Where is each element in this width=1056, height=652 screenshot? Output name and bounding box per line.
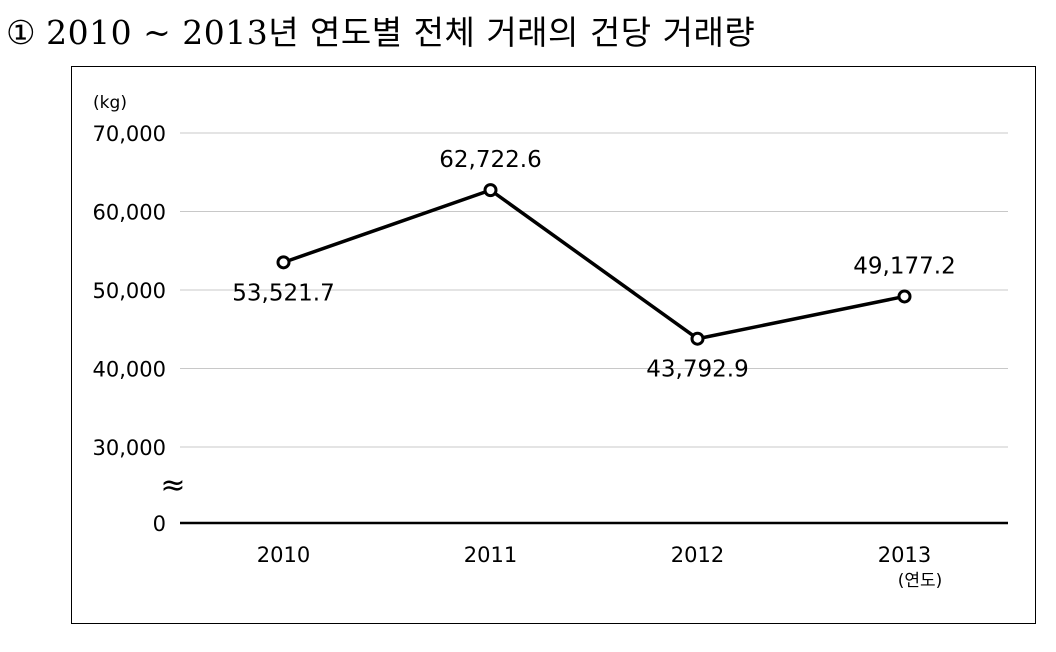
x-tick-labels: 2010 2011 2012 2013 — [257, 543, 931, 567]
chart-frame — [71, 66, 1036, 624]
y-tick-label-zero: 0 — [153, 512, 166, 536]
y-axis-unit-label: (kg) — [93, 93, 127, 113]
chart-heading: ① 2010 ~ 2013년 연도별 전체 거래의 건당 거래량 — [6, 6, 765, 54]
data-series — [276, 183, 912, 346]
y-tick-label: 50,000 — [93, 279, 166, 303]
y-tick-label: 60,000 — [93, 201, 166, 225]
x-tick-label: 2013 — [878, 543, 931, 567]
data-point — [690, 331, 705, 346]
heading-text: 2010 ~ 2013년 연도별 전체 거래의 건당 거래량 — [46, 13, 756, 52]
data-point — [276, 255, 291, 270]
x-tick-label: 2011 — [464, 543, 517, 567]
data-label: 62,722.6 — [439, 147, 541, 173]
x-axis-unit-label: (연도) — [898, 571, 943, 591]
data-label: 53,521.7 — [232, 280, 334, 306]
x-tick-label: 2012 — [671, 543, 724, 567]
y-tick-label: 70,000 — [93, 122, 166, 146]
data-label: 43,792.9 — [646, 357, 748, 383]
y-tick-label: 30,000 — [93, 436, 166, 460]
data-label: 49,177.2 — [853, 253, 955, 279]
series-line — [282, 188, 905, 341]
grid-lines — [180, 132, 1008, 448]
axis-break-symbol: ≈ — [160, 468, 185, 503]
y-tick-labels: 70,000 60,000 50,000 40,000 30,000 0 — [93, 122, 166, 536]
y-tick-label: 40,000 — [93, 358, 166, 382]
data-point — [897, 289, 912, 304]
data-point — [483, 183, 498, 198]
data-labels: 53,521.7 62,722.6 43,792.9 49,177.2 — [232, 147, 955, 383]
x-tick-label: 2010 — [257, 543, 310, 567]
heading-number: ① — [6, 13, 37, 52]
